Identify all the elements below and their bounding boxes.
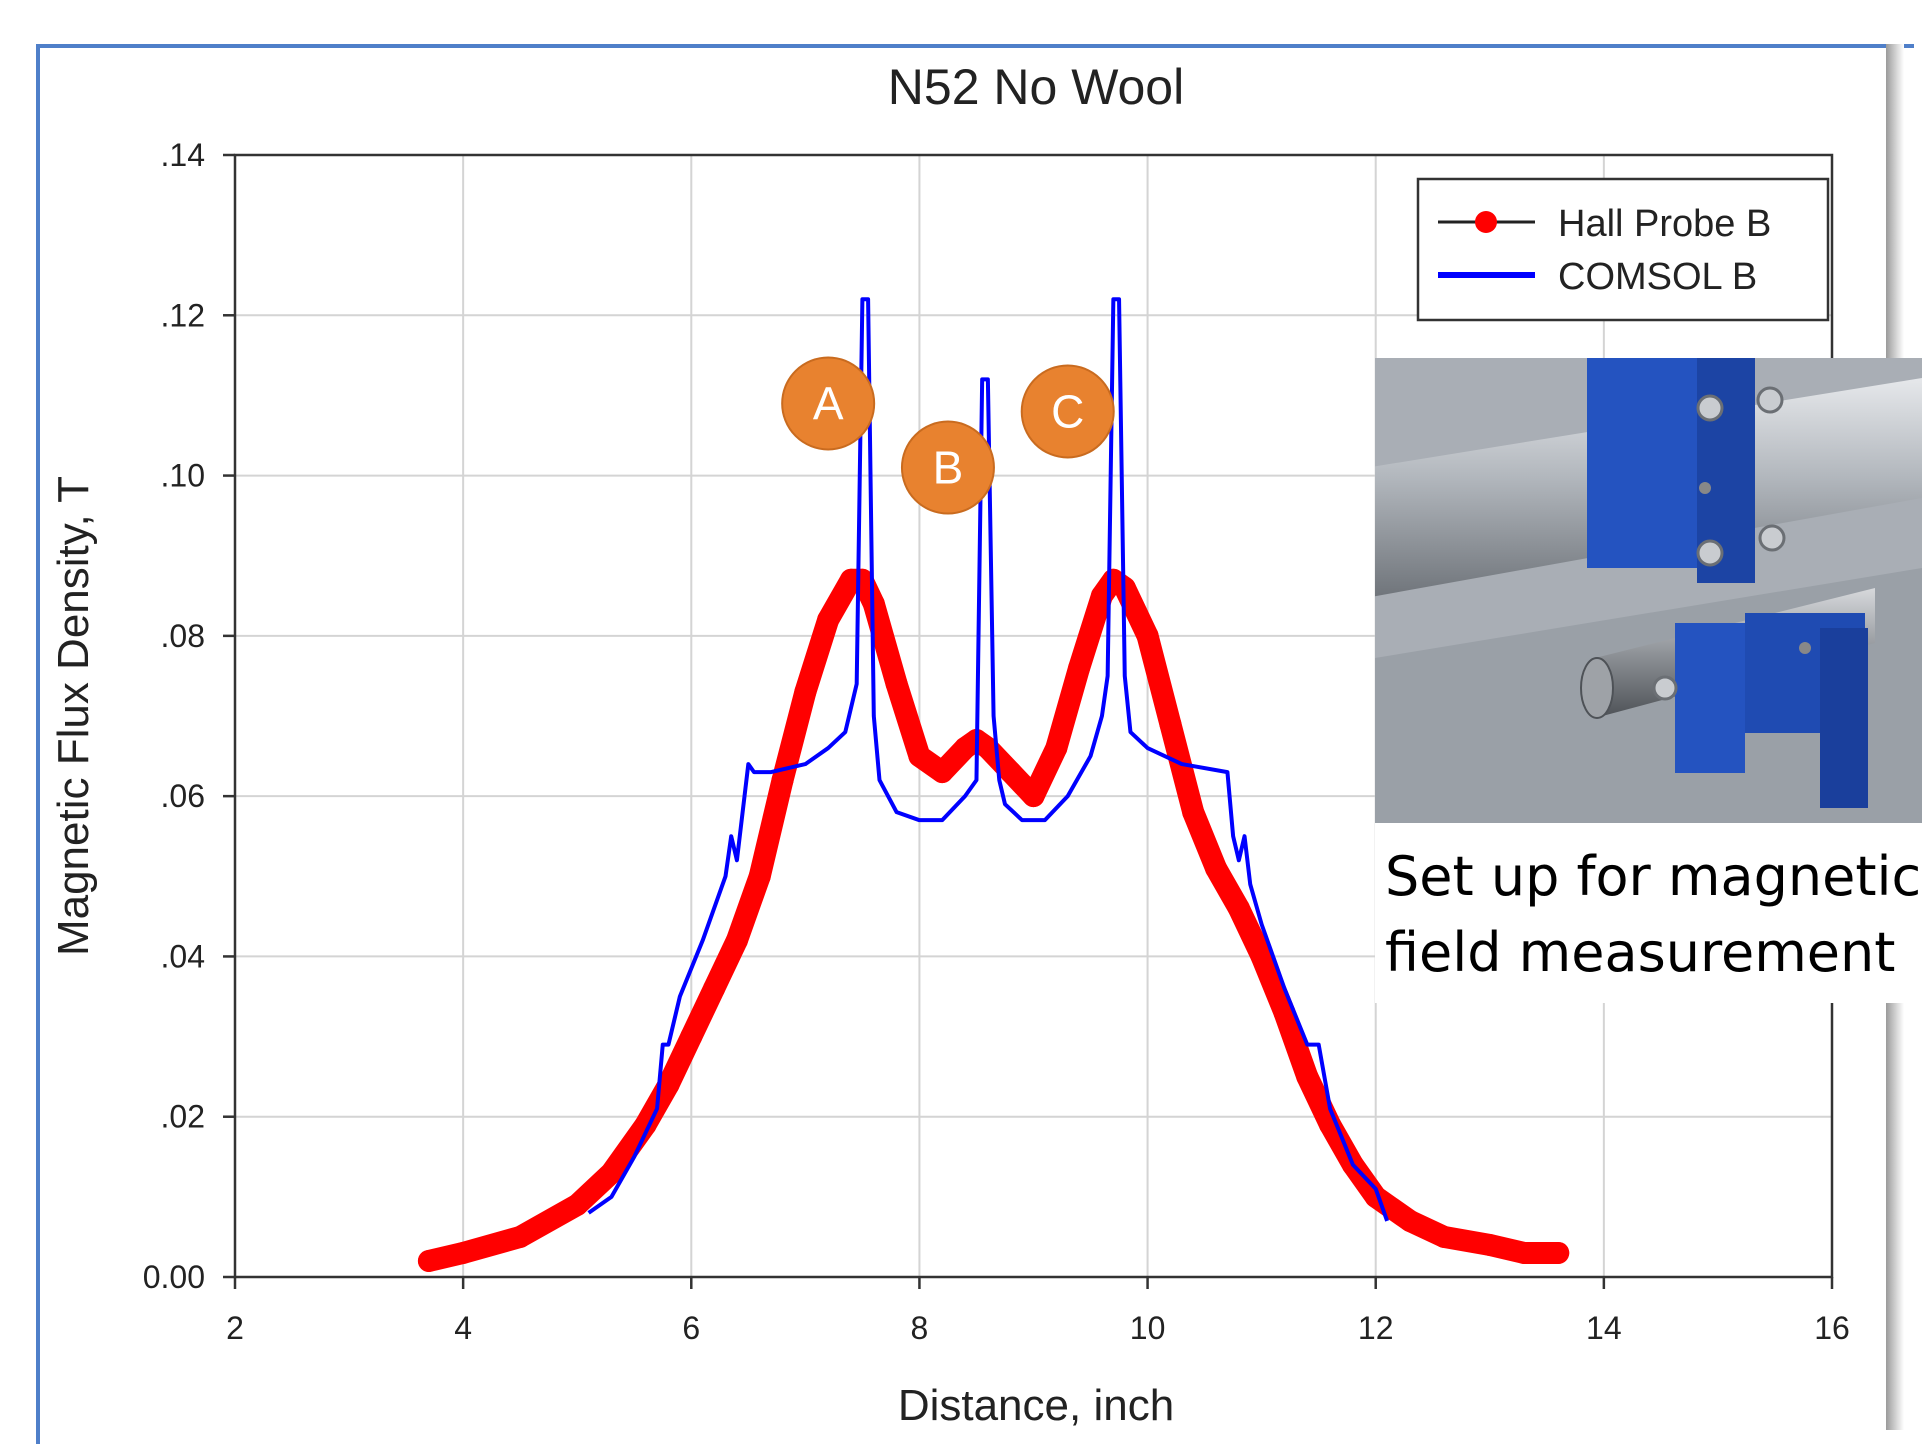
x-tick-label: 10 xyxy=(1130,1310,1166,1346)
hall-probe-point xyxy=(908,745,931,768)
photo-caption: Set up for magnetic field measurement xyxy=(1375,823,1922,1003)
hall-probe-point xyxy=(748,865,771,888)
hall-probe-point xyxy=(1398,1209,1421,1232)
annotation-label-c: C xyxy=(1051,385,1084,437)
x-tick-label: 2 xyxy=(226,1310,244,1346)
y-tick-label: .12 xyxy=(161,297,205,333)
hall-probe-point xyxy=(931,761,954,784)
hall-probe-point xyxy=(885,672,908,695)
blue-bracket-upper-icon xyxy=(1587,358,1697,568)
legend-box xyxy=(1416,177,1830,322)
wing-nut-icon xyxy=(1652,675,1678,701)
x-tick-label: 4 xyxy=(454,1310,472,1346)
chart-title: N52 No Wool xyxy=(888,59,1184,115)
hall-probe-point xyxy=(1182,801,1205,824)
y-axis-label: Magnetic Flux Density, T xyxy=(49,476,98,956)
hall-probe-point xyxy=(1547,1241,1570,1264)
hall-probe-point xyxy=(566,1193,589,1216)
hall-probe-point xyxy=(600,1161,623,1184)
figure-frame xyxy=(36,44,1914,1444)
comsol-series-line xyxy=(587,297,1390,1222)
wing-nut-icon xyxy=(1696,394,1724,422)
bolt-icon xyxy=(1699,482,1711,494)
hall-probe-point xyxy=(794,680,817,703)
annotation-label-b: B xyxy=(933,442,964,494)
y-tick-label: .02 xyxy=(161,1099,205,1135)
hall-probe-point xyxy=(1045,737,1068,760)
wing-nut-icon xyxy=(1758,524,1786,552)
hall-probe-point xyxy=(976,737,999,760)
hall-probe-point xyxy=(1296,1065,1319,1088)
hall-probe-point xyxy=(1022,785,1045,808)
hall-probe-point xyxy=(999,761,1022,784)
hall-probe-point xyxy=(657,1073,680,1096)
legend: Hall Probe B COMSOL B xyxy=(1416,177,1830,322)
annotation-circle-c xyxy=(1020,364,1115,459)
hall-probe-point xyxy=(1159,713,1182,736)
hall-probe-point xyxy=(1205,857,1228,880)
hall-probe-point xyxy=(1433,1225,1456,1248)
bolt-icon xyxy=(1799,642,1811,654)
hall-probe-point xyxy=(771,769,794,792)
hall-probe-point xyxy=(452,1241,475,1264)
setup-photo xyxy=(1375,358,1922,823)
hall-probe-point xyxy=(417,1249,440,1272)
x-tick-label: 16 xyxy=(1814,1310,1850,1346)
series-layer xyxy=(417,297,1570,1272)
hall-probe-point xyxy=(680,1025,703,1048)
rod-end-icon xyxy=(1580,657,1614,719)
y-tick-label: .10 xyxy=(161,458,205,494)
hall-probe-point xyxy=(1513,1241,1536,1264)
x-tick-label: 14 xyxy=(1586,1310,1622,1346)
y-tick-label: .08 xyxy=(161,618,205,654)
hall-probe-point xyxy=(725,929,748,952)
y-tick-label: .04 xyxy=(161,938,205,974)
blue-bracket-leg-icon xyxy=(1820,628,1868,808)
hall-probe-point xyxy=(1250,945,1273,968)
wing-nut-icon xyxy=(1756,386,1784,414)
legend-marker-hall-probe xyxy=(1475,211,1497,233)
setup-illustration xyxy=(1375,358,1922,823)
hall-probe-point xyxy=(817,608,840,631)
hall-probe-point xyxy=(1478,1233,1501,1256)
annotation-circle-a xyxy=(781,356,876,451)
x-tick-label: 12 xyxy=(1358,1310,1394,1346)
hall-probe-point xyxy=(1227,897,1250,920)
x-tick-label: 6 xyxy=(682,1310,700,1346)
blue-bracket-lower-icon xyxy=(1675,623,1745,773)
annotation-circle-b xyxy=(900,420,995,515)
wing-nut-icon xyxy=(1696,539,1724,567)
hall-probe-point xyxy=(1068,656,1091,679)
legend-label-comsol: COMSOL B xyxy=(1558,256,1757,298)
caption-line-2: field measurement xyxy=(1385,921,1896,984)
annotation-label-a: A xyxy=(813,377,844,429)
hall-probe-point xyxy=(509,1225,532,1248)
hall-probe-point xyxy=(703,977,726,1000)
legend-label-hall-probe: Hall Probe B xyxy=(1558,203,1771,245)
x-tick-label: 8 xyxy=(911,1310,929,1346)
caption-line-1: Set up for magnetic xyxy=(1385,845,1922,908)
hall-probe-point xyxy=(1136,624,1159,647)
x-axis-label: Distance, inch xyxy=(898,1381,1174,1430)
y-tick-label: .14 xyxy=(161,137,205,173)
y-tick-label: .06 xyxy=(161,778,205,814)
annotation-layer: A B C xyxy=(781,356,1115,515)
axis-ticks: 2 4 6 8 10 12 14 16 0.00 .02 .04 .06 .08 .10 .12 .14 xyxy=(143,137,1850,1346)
y-tick-label: 0.00 xyxy=(143,1259,205,1295)
